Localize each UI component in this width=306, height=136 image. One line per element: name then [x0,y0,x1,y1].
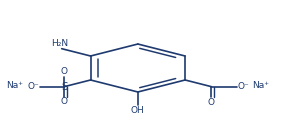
Text: OH: OH [131,106,145,115]
Text: O: O [61,97,68,106]
Text: Na⁺: Na⁺ [6,81,23,90]
Text: O⁻: O⁻ [238,82,249,91]
Text: O⁻: O⁻ [28,82,39,91]
Text: S: S [61,82,68,92]
Text: H₂N: H₂N [52,39,69,48]
Text: O: O [208,98,215,107]
Text: O: O [61,67,68,76]
Text: Na⁺: Na⁺ [252,81,269,90]
